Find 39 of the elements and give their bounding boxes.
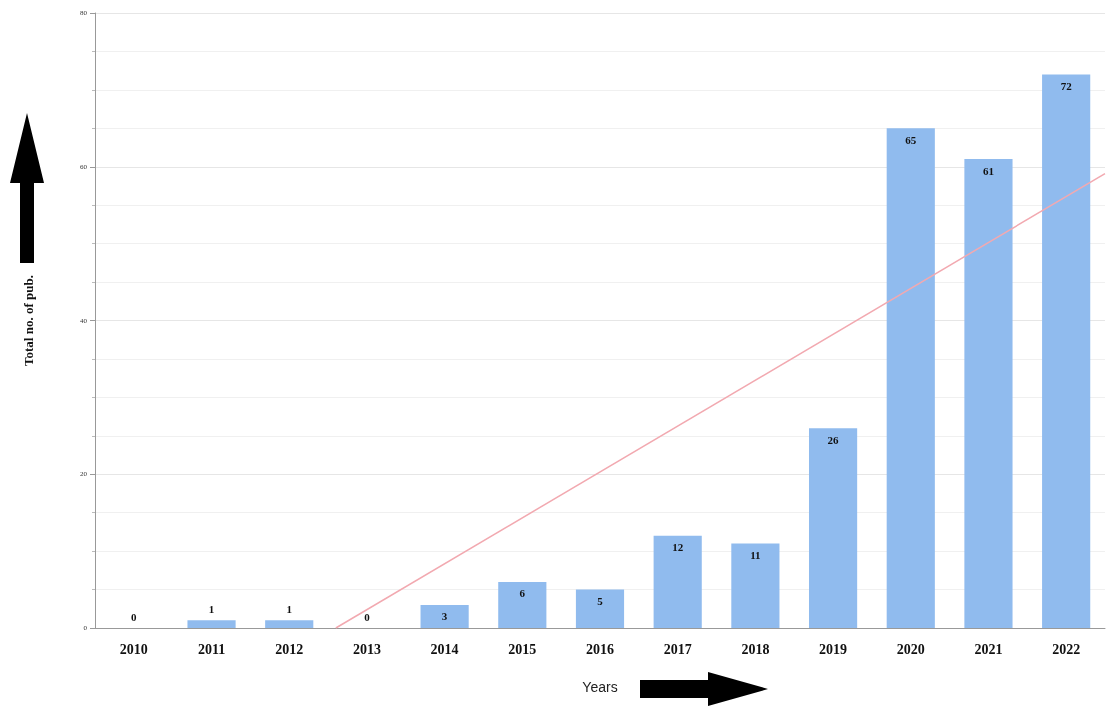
bar — [964, 159, 1013, 628]
x-axis-title: Years — [582, 679, 618, 695]
data-label: 5 — [597, 595, 604, 608]
x-tick-label: 2022 — [1052, 641, 1081, 657]
bar — [265, 620, 314, 628]
bar — [1042, 74, 1091, 628]
data-label: 61 — [982, 164, 994, 177]
x-tick-label: 2010 — [119, 641, 148, 657]
x-tick-label: 2012 — [275, 641, 304, 657]
bar — [498, 581, 547, 628]
x-tick-label: 2014 — [430, 641, 459, 657]
data-label: 3 — [441, 610, 448, 623]
bar — [575, 589, 625, 628]
x-tick-label: 2013 — [352, 641, 381, 657]
x-tick-label: 2019 — [819, 641, 848, 657]
bar — [420, 604, 469, 628]
x-tick-label: 2016 — [586, 641, 614, 657]
data-label: 11 — [750, 548, 761, 561]
x-tick-label: 2020 — [896, 641, 925, 657]
bar — [808, 428, 858, 628]
y-axis-title: Total no. of pub. — [21, 275, 36, 366]
bar — [731, 543, 780, 628]
data-label: 12 — [672, 541, 684, 554]
data-label: 65 — [905, 133, 917, 146]
bar — [187, 620, 236, 628]
x-tick-label: 2018 — [741, 641, 770, 657]
x-tick-label: 2021 — [974, 641, 1003, 657]
bar — [886, 128, 935, 628]
x-tick-label: 2015 — [508, 641, 537, 657]
x-tick-label: 2017 — [663, 641, 692, 657]
bar — [653, 535, 702, 628]
data-label: 0 — [364, 610, 371, 623]
data-label: 6 — [519, 587, 526, 600]
x-tick-label: 2011 — [197, 641, 226, 657]
data-label: 1 — [286, 602, 292, 615]
data-label: 26 — [827, 433, 840, 446]
data-label: 1 — [208, 602, 215, 615]
data-label: 72 — [1060, 80, 1073, 92]
data-label: 0 — [131, 610, 138, 623]
